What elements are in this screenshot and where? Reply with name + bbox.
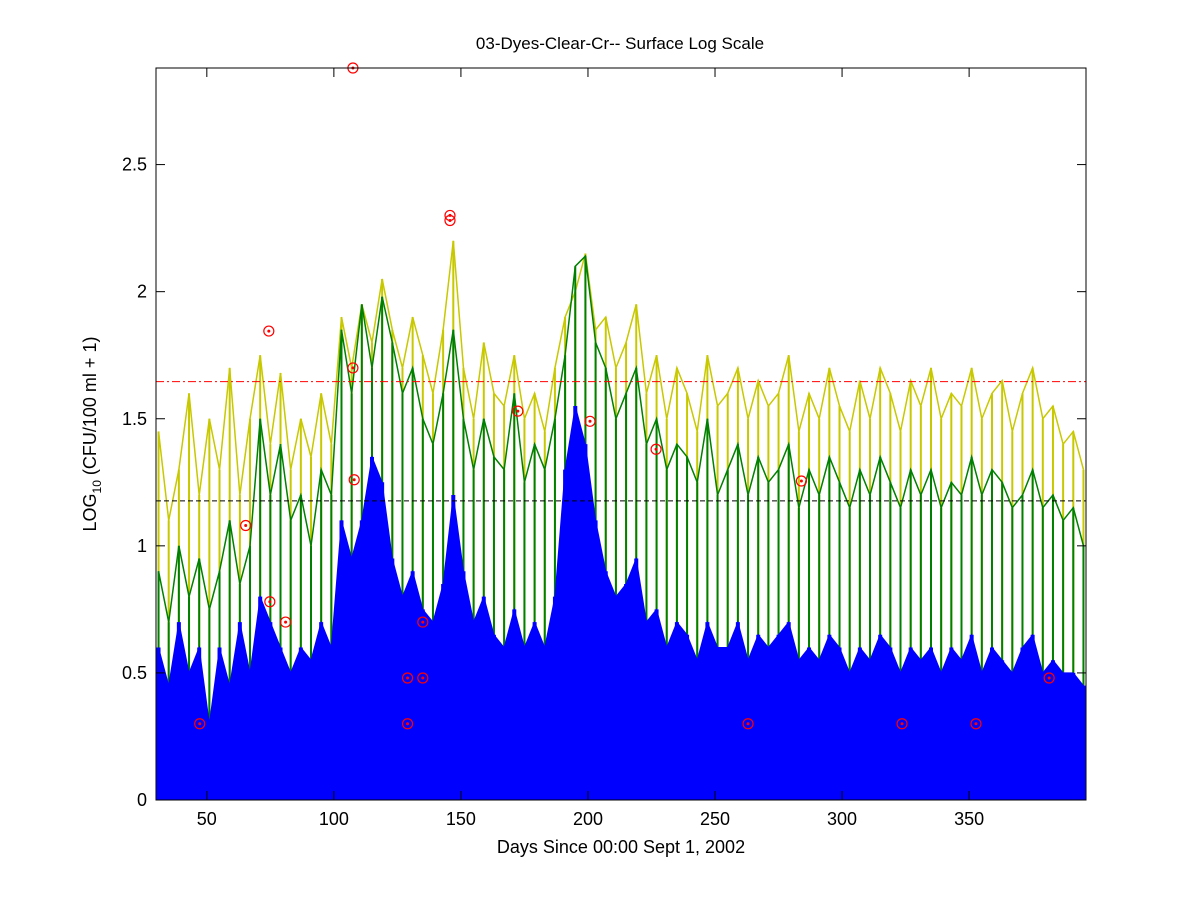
data-marker-circle bbox=[584, 415, 596, 427]
data-marker-circle bbox=[896, 718, 908, 730]
data-marker-circle bbox=[194, 718, 206, 730]
y-tick-label: 1 bbox=[137, 536, 147, 556]
data-marker-circle bbox=[401, 718, 414, 730]
data-marker-dot bbox=[421, 620, 425, 624]
y-tick-label: 2 bbox=[137, 282, 147, 302]
data-marker-dot bbox=[448, 219, 452, 222]
series-blue bbox=[156, 405, 1086, 800]
y-tick-label: 0.5 bbox=[122, 663, 147, 683]
data-marker-circle bbox=[264, 596, 276, 608]
data-marker-dot bbox=[244, 524, 248, 527]
data-marker-circle bbox=[417, 616, 429, 628]
x-tick-label: 50 bbox=[197, 809, 217, 829]
data-marker-circle bbox=[417, 672, 429, 684]
data-marker-dot bbox=[267, 329, 271, 333]
data-marker-dot bbox=[351, 366, 355, 370]
series-group bbox=[156, 240, 1086, 800]
series-area-blue bbox=[158, 405, 1084, 800]
data-marker-circle bbox=[512, 405, 524, 417]
y-tick-label: 2.5 bbox=[122, 155, 147, 175]
data-marker-dot bbox=[1047, 676, 1051, 680]
data-marker-circle bbox=[742, 718, 754, 730]
data-marker-dot bbox=[406, 722, 410, 726]
data-marker-dot bbox=[406, 676, 410, 680]
data-marker-circle bbox=[240, 519, 252, 532]
x-tick-label: 250 bbox=[700, 809, 730, 829]
data-marker-circle bbox=[1043, 672, 1055, 684]
data-marker-dot bbox=[974, 722, 978, 726]
series-line-yellow bbox=[157, 240, 1085, 521]
x-tick-label: 300 bbox=[827, 809, 857, 829]
x-tick-label: 100 bbox=[319, 809, 349, 829]
axes: 50 100 150 200 250 300 350 0 0.5 1 1.5 2 2.5 bbox=[122, 67, 1087, 829]
data-marker-circle bbox=[795, 475, 808, 487]
data-marker-dot bbox=[421, 676, 425, 680]
data-marker-dot bbox=[198, 722, 202, 726]
data-marker-circle bbox=[279, 616, 292, 628]
data-marker-dot bbox=[746, 722, 750, 726]
data-marker-dot bbox=[654, 447, 658, 451]
data-marker-circle bbox=[401, 672, 414, 684]
series-line-green bbox=[157, 254, 1085, 623]
plot-area bbox=[156, 62, 1086, 800]
data-marker-circle bbox=[263, 325, 275, 337]
axes-box bbox=[155, 67, 1087, 801]
x-tick-label: 200 bbox=[573, 809, 603, 829]
chart-title: 03-Dyes-Clear-Cr-- Surface Log Scale bbox=[475, 34, 765, 53]
data-marker-dot bbox=[268, 600, 272, 604]
data-marker-dot bbox=[799, 479, 803, 483]
y-tick-label: 0 bbox=[137, 790, 147, 810]
data-marker-circle bbox=[347, 362, 359, 374]
data-marker-dot bbox=[588, 419, 592, 423]
x-tick-label: 150 bbox=[446, 809, 476, 829]
data-marker-dot bbox=[352, 478, 356, 482]
x-axis-label: Days Since 00:00 Sept 1, 2002 bbox=[496, 837, 746, 857]
data-marker-circle bbox=[444, 214, 456, 227]
data-marker-circle bbox=[348, 474, 360, 486]
y-tick-label: 1.5 bbox=[122, 409, 147, 429]
data-marker-dot bbox=[284, 620, 288, 624]
markers bbox=[194, 62, 1055, 730]
data-marker-dot bbox=[516, 409, 520, 413]
data-marker-dot bbox=[900, 722, 904, 726]
data-marker-circle bbox=[650, 443, 662, 455]
data-marker-circle bbox=[970, 718, 982, 730]
x-tick-label: 350 bbox=[954, 809, 984, 829]
